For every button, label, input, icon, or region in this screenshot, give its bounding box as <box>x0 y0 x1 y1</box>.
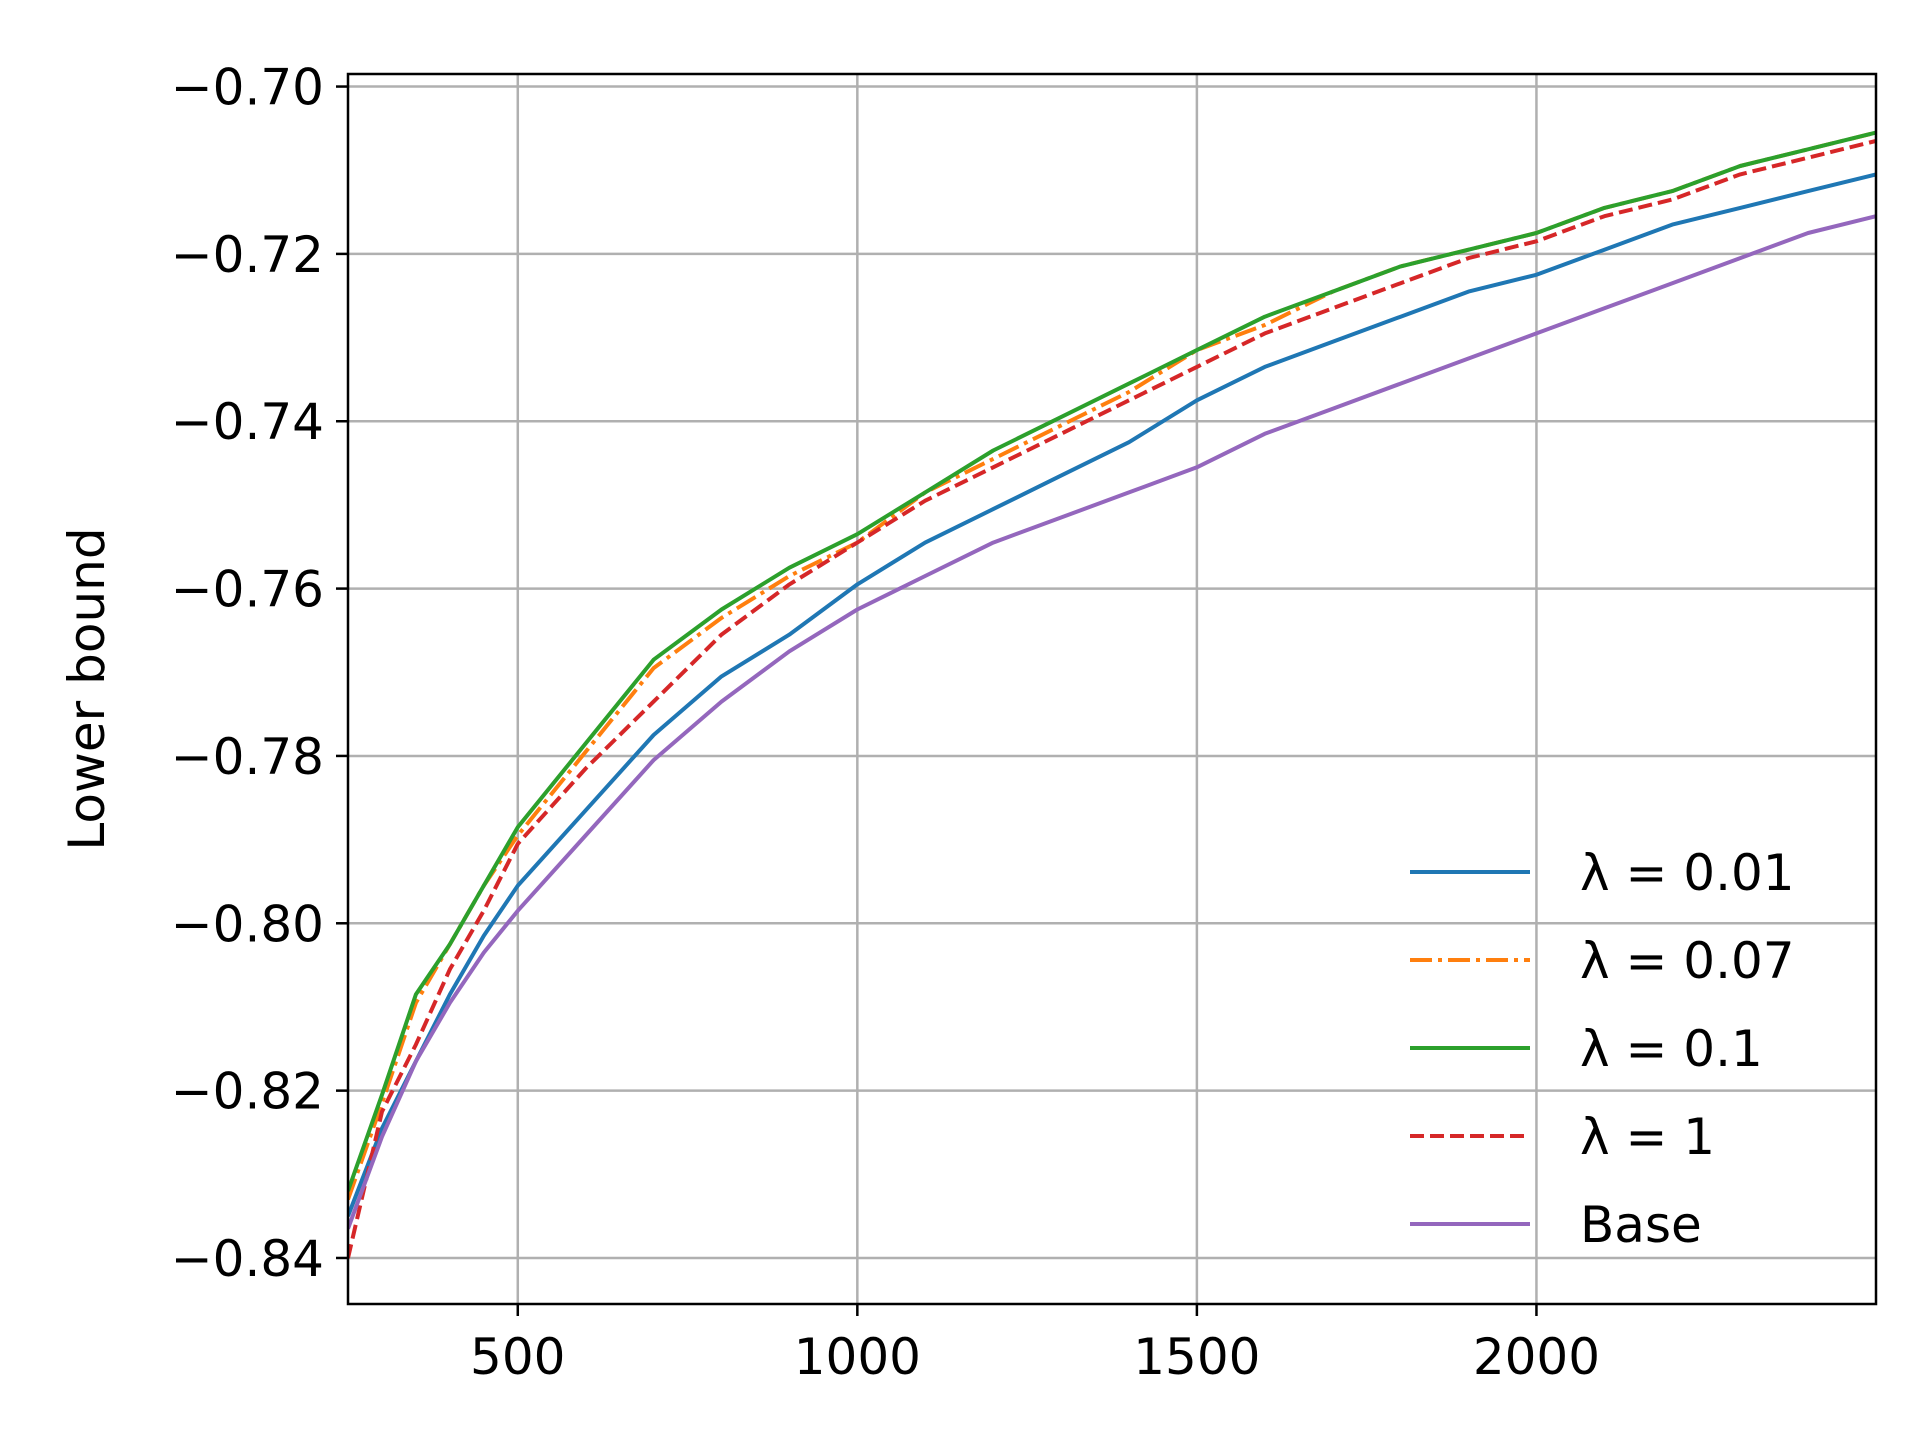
x-tick-label: 1500 <box>1133 1328 1260 1386</box>
y-axis-title: Lower bound <box>58 527 116 850</box>
legend-label-3: λ = 1 <box>1580 1108 1715 1166</box>
plot-series <box>348 130 1876 1259</box>
y-tick-label: −0.74 <box>171 393 324 451</box>
y-tick-label: −0.84 <box>171 1230 324 1288</box>
series-line-4 <box>348 214 1876 1230</box>
series-line-3 <box>348 138 1876 1259</box>
legend-label-4: Base <box>1580 1196 1702 1254</box>
x-tick-label: 500 <box>470 1328 565 1386</box>
y-tick-label: −0.70 <box>171 59 324 117</box>
series-line-2 <box>348 130 1876 1192</box>
y-tick-label: −0.76 <box>171 561 324 619</box>
grid <box>348 74 1876 1304</box>
y-axis-ticks: −0.84 −0.82 −0.80 −0.78 −0.76 −0.74 −0.72 −0.70 <box>171 59 348 1288</box>
y-tick-label: −0.72 <box>171 226 324 284</box>
legend-label-1: λ = 0.07 <box>1580 932 1795 990</box>
x-tick-label: 2000 <box>1473 1328 1600 1386</box>
legend: λ = 0.01 λ = 0.07 λ = 0.1 λ = 1 Base <box>1410 844 1795 1254</box>
x-axis-ticks: 500 1000 1500 2000 <box>470 1304 1600 1386</box>
legend-label-2: λ = 0.1 <box>1580 1020 1763 1078</box>
y-tick-label: −0.78 <box>171 728 324 786</box>
plot-frame <box>346 72 1878 1306</box>
x-tick-label: 1000 <box>794 1328 921 1386</box>
y-tick-label: −0.82 <box>171 1063 324 1121</box>
y-tick-label: −0.80 <box>171 895 324 953</box>
series-line-0 <box>348 172 1876 1217</box>
legend-label-0: λ = 0.01 <box>1580 844 1795 902</box>
